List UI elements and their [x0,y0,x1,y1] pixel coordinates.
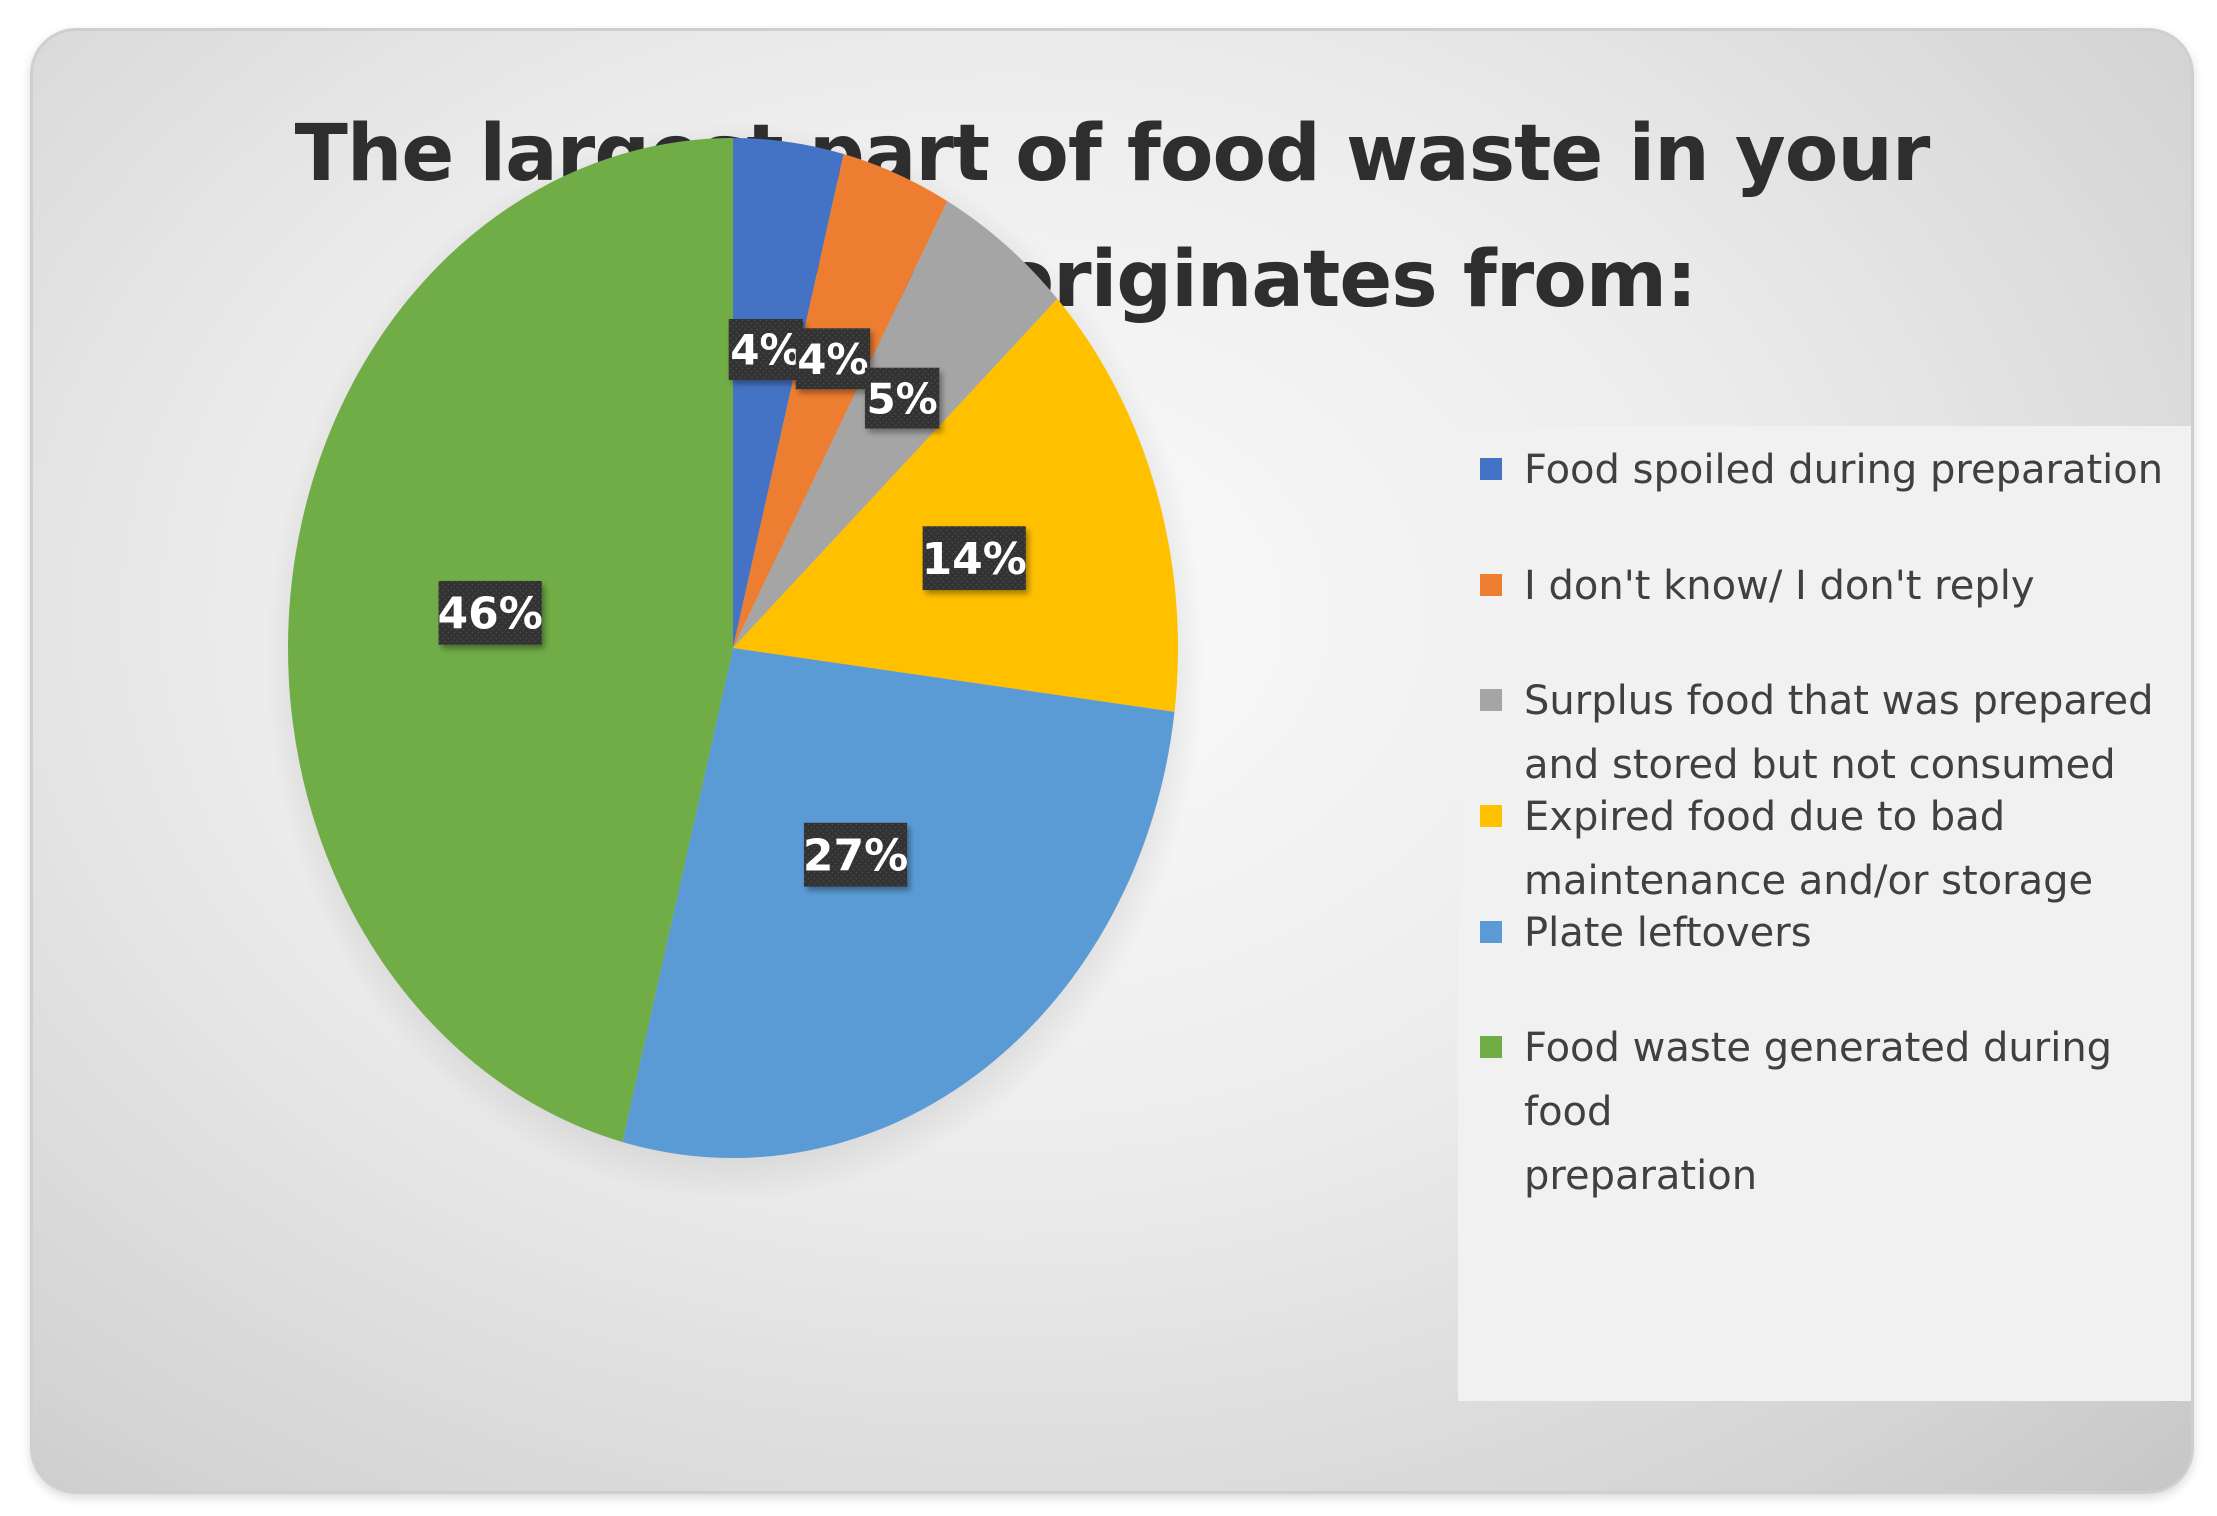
legend-swatch-4 [1480,805,1502,827]
pie-slice-4 [733,298,1178,712]
data-label-text-5: 27% [803,831,908,882]
legend-swatch-1 [1480,458,1502,480]
legend-swatch-2 [1480,574,1502,596]
data-label-text-1: 4% [730,326,801,375]
legend-swatch-3 [1480,689,1502,711]
legend: Food spoiled during preparation I don't k… [1458,426,2191,1401]
legend-label-5-line-1: Plate leftovers [1524,910,1812,956]
legend-label-2-line-1: I don't know/ I don't reply [1524,563,2035,609]
data-label-text-3: 5% [866,374,937,423]
legend-label-1-line-1: Food spoiled during preparation [1524,447,2164,493]
data-label-box-3 [864,367,940,429]
legend-label-3-line-2: and stored but not consumed [1524,742,2116,788]
legend-item-3: Surplus food that was prepared and stored… [1480,669,2180,797]
legend-label-3-line-1: Surplus food that was prepared [1524,678,2154,724]
chart-frame: The largest part of food waste in your h… [30,28,2194,1494]
data-label-text-2: 4% [797,335,868,384]
legend-item-5: Plate leftovers [1480,901,2180,965]
legend-swatch-6 [1480,1036,1502,1058]
data-label-text-6: 46% [438,589,543,640]
data-label-box-1 [728,319,804,380]
data-label-6: 46% [438,580,543,645]
legend-label-6-line-2: preparation [1524,1153,1758,1199]
legend-item-6: Food waste generated during food preparat… [1480,1016,2180,1208]
pie-slice-5 [622,648,1175,1158]
legend-label-4-line-1: Expired food due to bad [1524,794,2006,840]
pie-chart: 4%4%5%14%27%46% [265,121,1205,1201]
data-label-3: 5% [864,367,940,429]
data-label-box-4 [922,526,1026,591]
legend-item-4: Expired food due to bad maintenance and/o… [1480,785,2180,913]
data-label-1: 4% [728,319,804,380]
data-label-box-2 [795,328,871,390]
legend-label-4-line-2: maintenance and/or storage [1524,858,2094,904]
legend-item-2: I don't know/ I don't reply [1480,554,2180,618]
data-label-text-4: 14% [922,534,1027,585]
legend-swatch-5 [1480,921,1502,943]
data-label-2: 4% [795,328,871,390]
legend-item-1: Food spoiled during preparation [1480,438,2180,502]
data-label-4: 14% [922,526,1027,591]
data-label-box-6 [438,580,542,645]
pie-slice-2 [733,154,948,648]
pie-slices [287,138,1178,1158]
pie-slice-1 [733,138,844,648]
pie-data-labels: 4%4%5%14%27%46% [438,319,1027,887]
data-label-box-5 [803,822,908,887]
data-label-5: 27% [803,822,908,887]
legend-label-6-line-1: Food waste generated during food [1524,1025,2113,1135]
